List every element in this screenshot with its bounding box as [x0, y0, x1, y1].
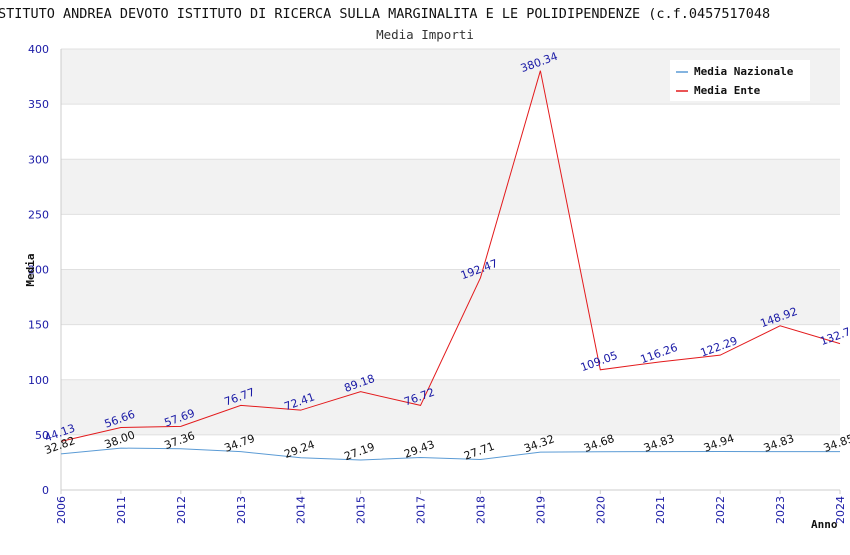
- y-tick-label: 0: [42, 484, 49, 497]
- y-tick-label: 150: [28, 319, 49, 332]
- x-tick-label: 2019: [534, 496, 547, 524]
- plot-background: [61, 49, 840, 490]
- axes: [60, 49, 840, 491]
- y-axis-ticks: 0 50 100 150 200 250 300 350 400: [28, 43, 49, 497]
- legend: Media Nazionale Media Ente: [670, 60, 810, 101]
- plot-band: [61, 104, 840, 160]
- series-line-media-nazionale: [60, 447, 841, 461]
- plot-band: [61, 159, 840, 215]
- x-tick-label: 2018: [474, 496, 487, 524]
- x-tick-label: 2022: [714, 496, 727, 524]
- legend-box: [670, 60, 810, 101]
- x-tick-label: 2011: [115, 496, 128, 524]
- x-tick-label: 2013: [235, 496, 248, 524]
- y-tick-label: 50: [35, 429, 49, 442]
- x-axis-label: Anno: [811, 518, 838, 531]
- y-tick-label: 200: [28, 264, 49, 277]
- x-tick-label: 2012: [175, 496, 188, 524]
- chart-title: STITUTO ANDREA DEVOTO ISTITUTO DI RICERC…: [0, 6, 770, 22]
- legend-label-media-nazionale: Media Nazionale: [694, 65, 794, 78]
- plot-band: [61, 214, 840, 270]
- plot-band: [61, 324, 840, 380]
- x-tick-label: 2024: [834, 496, 847, 524]
- y-tick-label: 400: [28, 43, 49, 56]
- plot-band: [61, 269, 840, 325]
- series-lines: [60, 70, 841, 461]
- plot-band: [61, 434, 840, 490]
- y-tick-label: 350: [28, 98, 49, 111]
- plot-band: [61, 379, 840, 435]
- x-tick-label: 2020: [594, 496, 607, 524]
- y-tick-label: 100: [28, 374, 49, 387]
- x-tick-label: 2014: [295, 496, 308, 524]
- x-tick-label: 2021: [654, 496, 667, 524]
- y-tick-label: 300: [28, 153, 49, 166]
- series-line-media-ente: [60, 70, 841, 442]
- y-tick-label: 250: [28, 208, 49, 221]
- legend-label-media-ente: Media Ente: [694, 84, 761, 97]
- x-tick-label: 2023: [774, 496, 787, 524]
- chart-subtitle: Media Importi: [376, 27, 474, 42]
- x-tick-label: 2006: [55, 496, 68, 524]
- x-tick-label: 2017: [415, 496, 428, 524]
- x-axis-ticks: 2006 2011 2012 2013 2014 2015 2017 2018 2019 2020…: [55, 490, 847, 524]
- y-axis-label: Media: [24, 253, 37, 286]
- x-tick-label: 2015: [355, 496, 368, 524]
